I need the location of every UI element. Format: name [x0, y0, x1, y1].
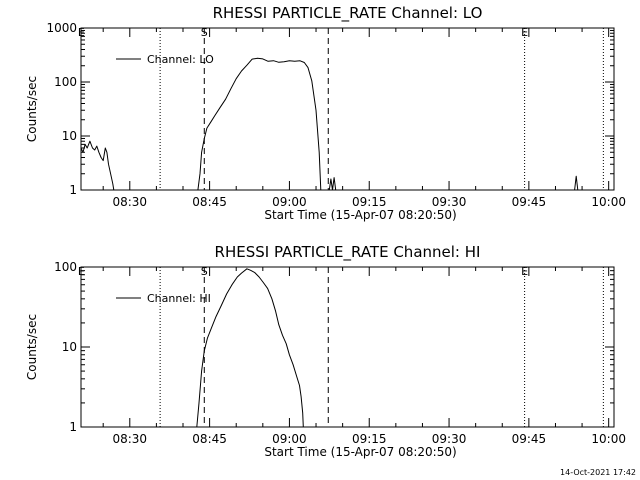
- panel-1-x-tick-label: 09:45: [512, 195, 547, 209]
- panel-2-y-tick-label: 1: [69, 420, 77, 434]
- panel-2-marker-label: S: [201, 265, 208, 278]
- panel-1-y-tick-label: 100: [54, 75, 77, 89]
- panel-2-title: RHESSI PARTICLE_RATE Channel: HI: [215, 243, 481, 262]
- panel-2-y-tick-label: 100: [54, 260, 77, 274]
- panel-1-series-line: [80, 140, 115, 191]
- panel-1-x-tick-label: 08:45: [192, 195, 227, 209]
- panel-1-y-tick-label: 1: [69, 183, 77, 197]
- panel-1-marker-label: S: [201, 26, 208, 39]
- panel-1-marker-label: E: [78, 26, 85, 39]
- panel-2-marker-label: E: [78, 265, 85, 278]
- panel-2-x-tick-label: 09:15: [352, 432, 387, 446]
- panel-1-y-tick-label: 1000: [46, 21, 77, 35]
- panel-1-series-line: [197, 57, 322, 191]
- panel-1-x-tick-label: 09:00: [272, 195, 307, 209]
- panel-2-legend-label: Channel: HI: [147, 292, 211, 305]
- panel-2-series-line: [196, 268, 304, 428]
- panel-1-x-tick-label: 10:00: [591, 195, 626, 209]
- panel-2-chart: RHESSI PARTICLE_RATE Channel: HI 08:30 08:…: [25, 243, 626, 459]
- panel-1-series-line: [328, 177, 337, 191]
- panel-2-x-tick-label: 09:30: [432, 432, 467, 446]
- panel-1-series-line: [574, 175, 579, 191]
- panel-2-y-axis-label: Counts/sec: [25, 314, 39, 380]
- panel-2-marker-label: E: [521, 265, 528, 278]
- panel-1-chart: RHESSI PARTICLE_RATE Channel: LO 08:30 08:…: [25, 4, 626, 222]
- panel-2-x-tick-label: 08:30: [112, 432, 147, 446]
- panel-1-y-tick-label: 10: [62, 129, 77, 143]
- panel-2-x-tick-label: 09:45: [512, 432, 547, 446]
- panel-1-plot-frame: [80, 27, 615, 191]
- panel-2-x-axis-label: Start Time (15-Apr-07 08:20:50): [264, 445, 456, 459]
- panel-1-x-tick-label: 09:15: [352, 195, 387, 209]
- panel-2-x-tick-label: 09:00: [272, 432, 307, 446]
- panel-1-marker-label: E: [521, 26, 528, 39]
- panel-2-y-tick-label: 10: [62, 340, 77, 354]
- panel-1-x-tick-label: 08:30: [112, 195, 147, 209]
- panel-1-x-axis-label: Start Time (15-Apr-07 08:20:50): [264, 208, 456, 222]
- panel-1-x-tick-label: 09:30: [432, 195, 467, 209]
- panel-1-legend-label: Channel: LO: [147, 53, 214, 66]
- panel-1-title: RHESSI PARTICLE_RATE Channel: LO: [213, 4, 483, 23]
- footer-timestamp: 14-Oct-2021 17:42: [560, 468, 636, 477]
- panel-2-x-tick-label: 10:00: [591, 432, 626, 446]
- panel-2-x-tick-label: 08:45: [192, 432, 227, 446]
- panel-1-y-axis-label: Counts/sec: [25, 76, 39, 142]
